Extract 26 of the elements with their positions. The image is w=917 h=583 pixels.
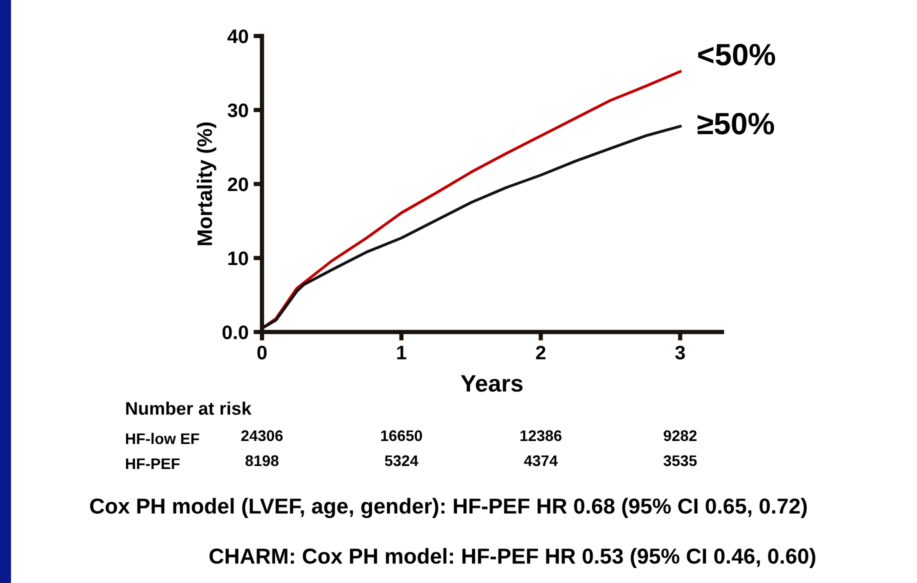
x-axis-title: Years [460,375,523,392]
x-tick-label: 2 [536,346,546,360]
x-tick-label: 0 [257,346,267,360]
y-axis-title: Mortality (%) [196,122,216,246]
x-tick-label: 1 [397,346,406,360]
text: 24306 [241,430,283,442]
text: Cox PH model (LVEF, age, gender): HF-PEF HR 0.68 (95% CI 0.65, 0.72) [90,498,807,518]
y-tick-label: 30 [228,103,248,118]
x-tick-label: 3 [675,346,685,360]
text: 9282 [664,430,697,442]
y-tick-label: 0.0 [222,325,248,340]
text: 8198 [245,455,279,466]
y-tick-label: 40 [227,29,248,44]
text: CHARM: Cox PH model: HF-PEF HR 0.53 (95% CI 0.46, 0.60) [210,548,816,568]
text: HF-low EF [126,432,200,444]
text: 12386 [520,430,562,442]
text: 4374 [524,455,558,466]
y-tick-label: 20 [228,177,248,192]
series-label: <50% [698,44,776,66]
y-tick-label: 10 [228,251,248,266]
text: 16650 [381,430,422,442]
text: 5324 [384,455,418,466]
text: 3535 [664,455,697,466]
text: HF-PEF [126,458,180,469]
series-label: ≥50% [698,112,774,134]
text: Number at risk [126,402,252,415]
